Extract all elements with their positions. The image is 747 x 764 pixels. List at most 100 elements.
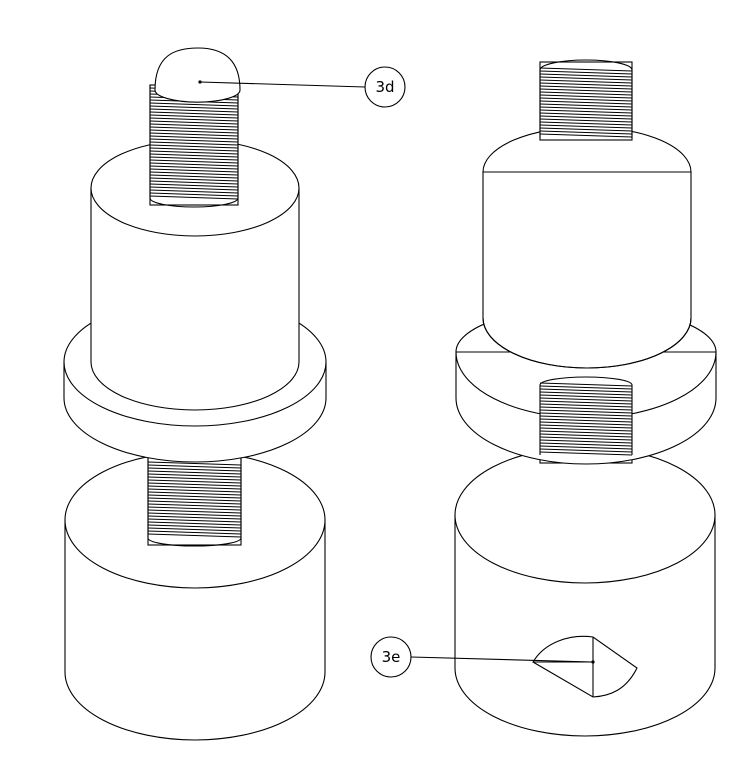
thread-line <box>149 183 239 188</box>
thread-line <box>149 177 239 182</box>
thread-line <box>539 121 633 126</box>
right-assembly <box>454 59 717 737</box>
thread-line <box>149 144 239 149</box>
thread-line <box>539 448 633 453</box>
callout-label-3d: 3d <box>375 78 394 96</box>
thread-line <box>147 491 242 496</box>
thread-line <box>149 117 239 122</box>
thread-line <box>147 494 242 499</box>
thread-line <box>539 409 633 414</box>
callout-3d: 3d <box>198 66 406 108</box>
right-base-cylinder <box>454 446 716 737</box>
left-lower-threaded-stud <box>147 454 242 547</box>
thread-line <box>539 406 633 411</box>
thread-line <box>147 485 242 490</box>
thread-line <box>539 67 633 72</box>
thread-line <box>147 530 242 535</box>
thread-line <box>539 382 633 387</box>
thread-line <box>147 467 242 472</box>
right-base-cutout <box>532 635 638 698</box>
thread-line <box>147 482 242 487</box>
thread-line <box>149 120 239 125</box>
left-assembly <box>63 47 327 741</box>
thread-line <box>539 391 633 396</box>
thread-line <box>539 394 633 399</box>
right-upper-cylinder <box>482 126 692 369</box>
thread-line <box>149 111 239 116</box>
thread-line <box>539 82 633 87</box>
thread-line <box>539 433 633 438</box>
thread-line <box>149 195 239 200</box>
thread-line <box>147 464 242 469</box>
thread-line <box>539 415 633 420</box>
thread-line <box>539 400 633 405</box>
thread-line <box>149 105 239 110</box>
thread-line <box>539 100 633 105</box>
thread-line <box>149 147 239 152</box>
thread-line <box>539 418 633 423</box>
thread-line <box>149 186 239 191</box>
thread-line <box>539 97 633 102</box>
thread-line <box>147 479 242 484</box>
thread-line <box>149 162 239 167</box>
thread-line <box>539 73 633 78</box>
thread-line <box>147 533 242 538</box>
thread-line <box>539 436 633 441</box>
thread-line <box>149 168 239 173</box>
thread-line <box>539 388 633 393</box>
thread-line <box>539 127 633 132</box>
left-domed-cap <box>154 47 241 103</box>
thread-line <box>149 129 239 134</box>
thread-line <box>147 524 242 529</box>
thread-line <box>539 70 633 75</box>
thread-line <box>539 442 633 447</box>
thread-line <box>147 521 242 526</box>
thread-line <box>147 497 242 502</box>
thread-line <box>539 79 633 84</box>
thread-line <box>149 189 239 194</box>
thread-line <box>149 171 239 176</box>
thread-line <box>149 114 239 119</box>
thread-line <box>539 385 633 390</box>
thread-line <box>539 421 633 426</box>
thread-line <box>539 109 633 114</box>
thread-line <box>149 135 239 140</box>
thread-line <box>539 103 633 108</box>
thread-line <box>147 512 242 517</box>
right-lower-stud-visible <box>539 375 633 456</box>
callout-bubble-3d <box>364 66 406 108</box>
thread-line <box>539 106 633 111</box>
thread-line <box>539 430 633 435</box>
thread-line <box>539 94 633 99</box>
thread-line <box>147 509 242 514</box>
thread-line <box>539 403 633 408</box>
thread-line <box>539 451 633 456</box>
thread-line <box>147 473 242 478</box>
thread-line <box>539 412 633 417</box>
thread-line <box>149 174 239 179</box>
left-upper-threaded-stud <box>149 84 239 208</box>
thread-line <box>149 108 239 113</box>
thread-line <box>539 439 633 444</box>
thread-line <box>539 445 633 450</box>
thread-line <box>539 88 633 93</box>
thread-line <box>147 488 242 493</box>
thread-line <box>147 518 242 523</box>
thread-line <box>539 76 633 81</box>
thread-line <box>149 141 239 146</box>
right-upper-threaded-stud <box>539 59 633 141</box>
callout-bubble-3e <box>370 636 412 678</box>
thread-line <box>539 115 633 120</box>
thread-line <box>147 506 242 511</box>
thread-line <box>149 192 239 197</box>
thread-line <box>147 503 242 508</box>
thread-line <box>539 85 633 90</box>
thread-line <box>147 515 242 520</box>
thread-line <box>539 424 633 429</box>
thread-line <box>149 156 239 161</box>
thread-line <box>147 476 242 481</box>
thread-line <box>149 180 239 185</box>
thread-line <box>149 138 239 143</box>
thread-line <box>149 123 239 128</box>
